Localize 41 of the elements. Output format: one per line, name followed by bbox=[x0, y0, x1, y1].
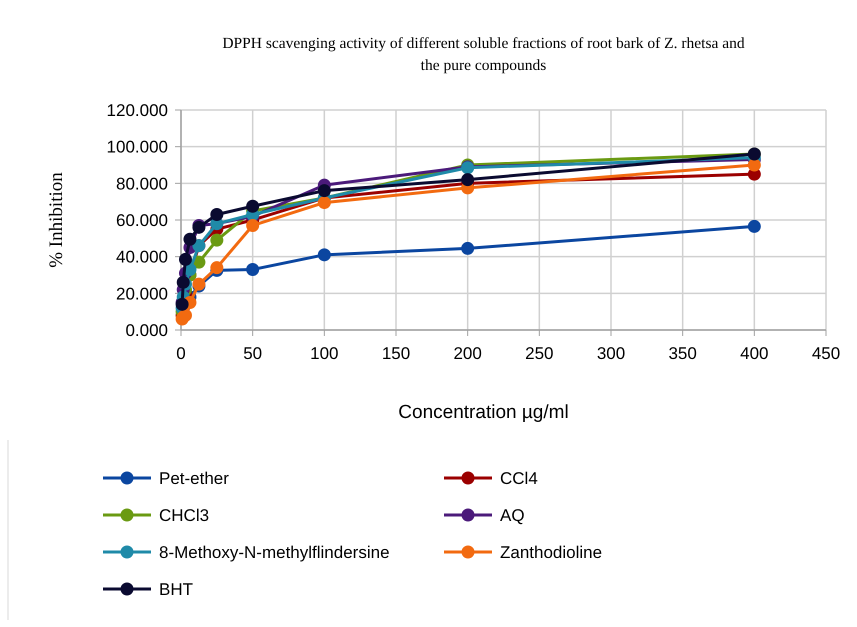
x-tick-label: 150 bbox=[382, 344, 410, 363]
legend-label: Zanthodioline bbox=[500, 543, 602, 562]
x-axis-title: Concentration µg/ml bbox=[398, 402, 569, 423]
x-tick-label: 300 bbox=[596, 344, 626, 363]
y-tick-label: 80.000 bbox=[116, 174, 168, 194]
point bbox=[318, 248, 331, 262]
y-tick-label: 20.000 bbox=[116, 284, 168, 304]
point bbox=[178, 252, 192, 266]
legend-label: CCl4 bbox=[500, 469, 538, 488]
x-tick-label: 250 bbox=[525, 344, 554, 363]
y-tick-label: 60.000 bbox=[116, 211, 168, 230]
point bbox=[210, 208, 224, 221]
chart-title: DPPH scavenging activity of different soluble fractions of root bark of Z. rhetsa and the pure compounds bbox=[222, 35, 745, 74]
y-tick-label: 40.000 bbox=[116, 248, 168, 267]
legend-label: BHT bbox=[159, 580, 193, 599]
x-tick-label: 200 bbox=[453, 344, 482, 363]
point bbox=[318, 196, 331, 210]
x-tick-label: 0 bbox=[176, 344, 186, 363]
point bbox=[318, 184, 331, 198]
point bbox=[748, 220, 761, 233]
x-tick-label: 450 bbox=[812, 344, 840, 363]
point bbox=[461, 173, 474, 186]
x-tick-label: 350 bbox=[668, 344, 697, 363]
y-tick-label: 0.000 bbox=[125, 321, 168, 340]
x-tick-label: 50 bbox=[243, 344, 262, 363]
point bbox=[246, 200, 260, 213]
y-tick-label: 120.000 bbox=[106, 101, 168, 120]
legend-label: Pet-ether bbox=[159, 469, 230, 488]
y-axis-title: % Inhibition bbox=[46, 172, 67, 268]
legend-label: AQ bbox=[500, 506, 525, 525]
x-tick-label: 100 bbox=[310, 344, 339, 363]
legend-label: CHCl3 bbox=[159, 506, 210, 525]
point bbox=[246, 263, 260, 276]
point bbox=[210, 234, 224, 247]
y-tick-label: 100.000 bbox=[106, 138, 168, 157]
point bbox=[461, 242, 474, 255]
x-tick-label: 400 bbox=[740, 344, 769, 363]
legend-label: 8-Methoxy-N-methylflindersine bbox=[159, 543, 390, 562]
point bbox=[210, 261, 224, 274]
point bbox=[246, 219, 260, 232]
point bbox=[183, 232, 196, 246]
